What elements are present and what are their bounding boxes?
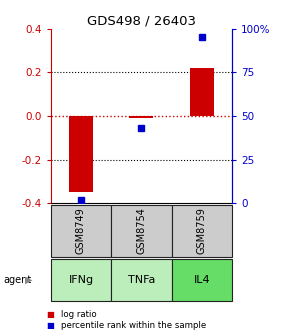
Text: GSM8754: GSM8754: [136, 208, 146, 254]
Bar: [111, 205, 172, 257]
Text: GSM8749: GSM8749: [76, 208, 86, 254]
Text: ■: ■: [46, 321, 54, 330]
Text: log ratio: log ratio: [61, 310, 97, 319]
Bar: [129, 116, 153, 118]
Bar: [172, 205, 232, 257]
Text: GSM8759: GSM8759: [197, 208, 207, 254]
Bar: [172, 259, 232, 301]
Bar: [111, 259, 172, 301]
Bar: [51, 259, 111, 301]
Text: ■: ■: [46, 310, 54, 319]
Bar: [190, 68, 214, 116]
Text: IL4: IL4: [193, 275, 210, 285]
Bar: [69, 116, 93, 192]
Text: ▶: ▶: [25, 275, 32, 285]
Text: agent: agent: [3, 275, 31, 285]
Text: percentile rank within the sample: percentile rank within the sample: [61, 321, 206, 330]
Text: IFNg: IFNg: [68, 275, 93, 285]
Text: TNFa: TNFa: [128, 275, 155, 285]
Title: GDS498 / 26403: GDS498 / 26403: [87, 14, 196, 28]
Bar: [51, 205, 111, 257]
